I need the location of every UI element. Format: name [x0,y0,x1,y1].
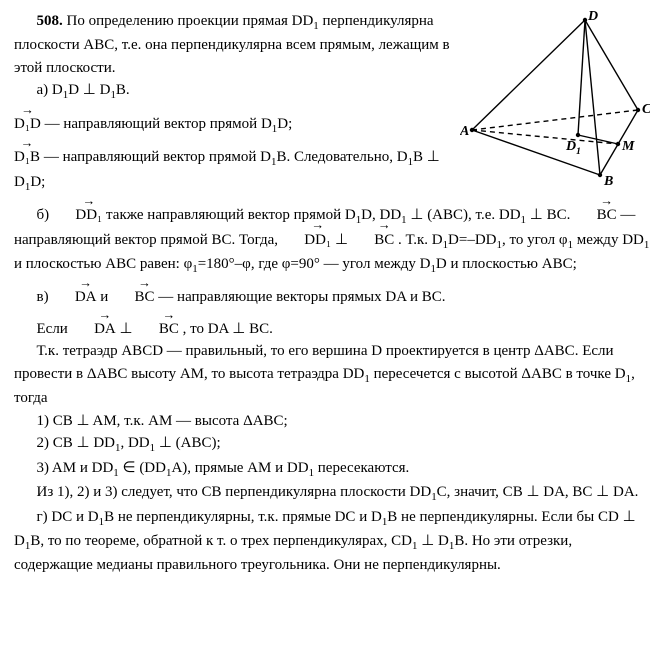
text: в) [37,289,53,305]
text: ⊥ BC. [526,207,574,223]
text: пересечется с высотой ΔABC в точке D [370,366,626,382]
text: , DD [120,435,149,451]
solution-content: DACBD1M 508. По определению проекции пря… [14,10,650,577]
text: ⊥ (ABC); [155,435,221,451]
sub: 1 [644,239,649,251]
text: B не перпендикулярны, т.к. прямые DC и D [104,509,382,525]
svg-text:A: A [460,124,469,139]
svg-text:1: 1 [576,146,581,157]
vector-d1b: D₁B [14,146,40,169]
text: пересекаются. [314,460,409,476]
text: ⊥ (ABC), т.е. DD [407,207,521,223]
item-b: б) DD₁ также направляющий вектор прямой … [14,204,650,277]
svg-text:D: D [587,10,598,24]
text: ⊥ D [417,533,448,549]
text: между DD [573,232,644,248]
text: 2) CB ⊥ DD [37,435,116,451]
text: C, значит, CB ⊥ DA, BC ⊥ DA. [437,484,639,500]
svg-text:B: B [603,174,613,189]
item-c2: Если DA ⊥ BC , то DA ⊥ BC. [14,318,650,341]
vector-bc: BC [574,204,617,227]
conclusion-para: Из 1), 2) и 3) следует, что CB перпендик… [14,481,650,505]
text: , то DA ⊥ BC. [179,321,273,337]
text: D; [30,174,45,190]
text: — направляющие векторы прямых DA и BC. [155,289,446,305]
problem-number: 508. [37,13,63,29]
vector-dd1: DD₁ [282,229,331,252]
text: , то угол φ [502,232,568,248]
text: =180°–φ, где φ=90° — угол между D [198,256,431,272]
vector-dd1: DD₁ [53,204,102,227]
text: Из 1), 2) и 3) следует, что CB перпендик… [37,484,432,500]
text: D=–DD [448,232,496,248]
vector-da: DA [72,318,116,341]
list-3: 3) AM и DD1 ∈ (DD1A), прямые AM и DD1 пе… [14,457,650,481]
text: 3) AM и DD [37,460,114,476]
list-1: 1) CB ⊥ AM, т.к. AM — высота ΔABC; [14,410,650,433]
item-g: г) DC и D1B не перпендикулярны, т.к. пря… [14,506,650,577]
text: D ⊥ D [68,82,110,98]
text: 1) CB ⊥ AM, т.к. AM — высота ΔABC; [37,413,288,429]
svg-text:C: C [642,102,650,117]
text: — направляющий вектор прямой D [40,149,271,165]
text: ⊥ [331,232,352,248]
text: — направляющий вектор прямой D [41,116,272,132]
text: D; [277,116,292,132]
text: ⊥ [116,321,137,337]
text: б) [37,207,53,223]
text: и [97,289,113,305]
text: г) DC и D [37,509,99,525]
text: . Т.к. D [394,232,442,248]
text: а) D [37,82,63,98]
svg-text:D: D [565,139,576,154]
text: ∈ (DD [119,460,166,476]
svg-text:M: M [621,139,635,154]
vector-d1d: D₁D [14,113,41,136]
text: D и плоскостью ABC; [436,256,577,272]
text: A), прямые AM и DD [171,460,308,476]
text: B. Следовательно, D [276,149,407,165]
text: и плоскостью ABC равен: φ [14,256,192,272]
text: B, то по теореме, обратной к т. о трех п… [30,533,412,549]
vector-bc: BC [352,229,395,252]
vector-bc: BC [136,318,179,341]
text: B. [116,82,130,98]
tetra-para: Т.к. тетраэдр ABCD — правильный, то его … [14,340,650,409]
tetrahedron-diagram: DACBD1M [460,10,650,190]
text: По определению проекции прямая DD [67,13,314,29]
list-2: 2) CB ⊥ DD1, DD1 ⊥ (ABC); [14,432,650,456]
text: Если [37,321,72,337]
